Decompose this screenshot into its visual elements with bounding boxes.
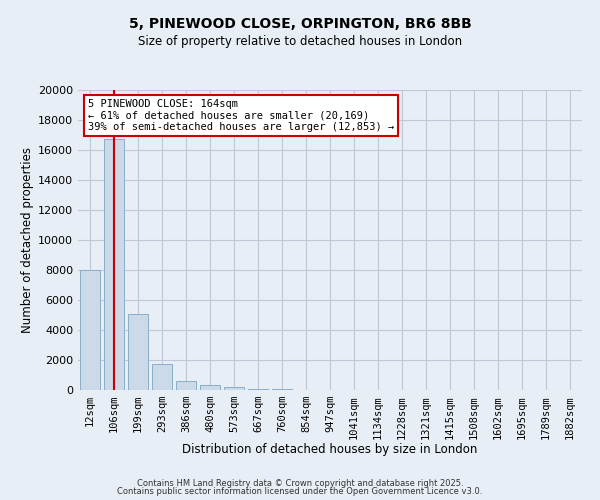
Bar xyxy=(104,140,124,390)
Text: 5, PINEWOOD CLOSE, ORPINGTON, BR6 8BB: 5, PINEWOOD CLOSE, ORPINGTON, BR6 8BB xyxy=(128,18,472,32)
Bar xyxy=(248,388,268,390)
Text: 5 PINEWOOD CLOSE: 164sqm
← 61% of detached houses are smaller (20,169)
39% of se: 5 PINEWOOD CLOSE: 164sqm ← 61% of detach… xyxy=(88,99,394,132)
Bar xyxy=(128,314,148,390)
Bar xyxy=(176,381,196,390)
Bar xyxy=(200,385,220,390)
Bar xyxy=(152,364,172,390)
Text: Contains HM Land Registry data © Crown copyright and database right 2025.: Contains HM Land Registry data © Crown c… xyxy=(137,478,463,488)
Text: Size of property relative to detached houses in London: Size of property relative to detached ho… xyxy=(138,35,462,48)
X-axis label: Distribution of detached houses by size in London: Distribution of detached houses by size … xyxy=(182,443,478,456)
Bar xyxy=(80,270,100,390)
Bar xyxy=(272,389,292,390)
Y-axis label: Number of detached properties: Number of detached properties xyxy=(21,147,34,333)
Bar xyxy=(224,387,244,390)
Text: Contains public sector information licensed under the Open Government Licence v3: Contains public sector information licen… xyxy=(118,487,482,496)
